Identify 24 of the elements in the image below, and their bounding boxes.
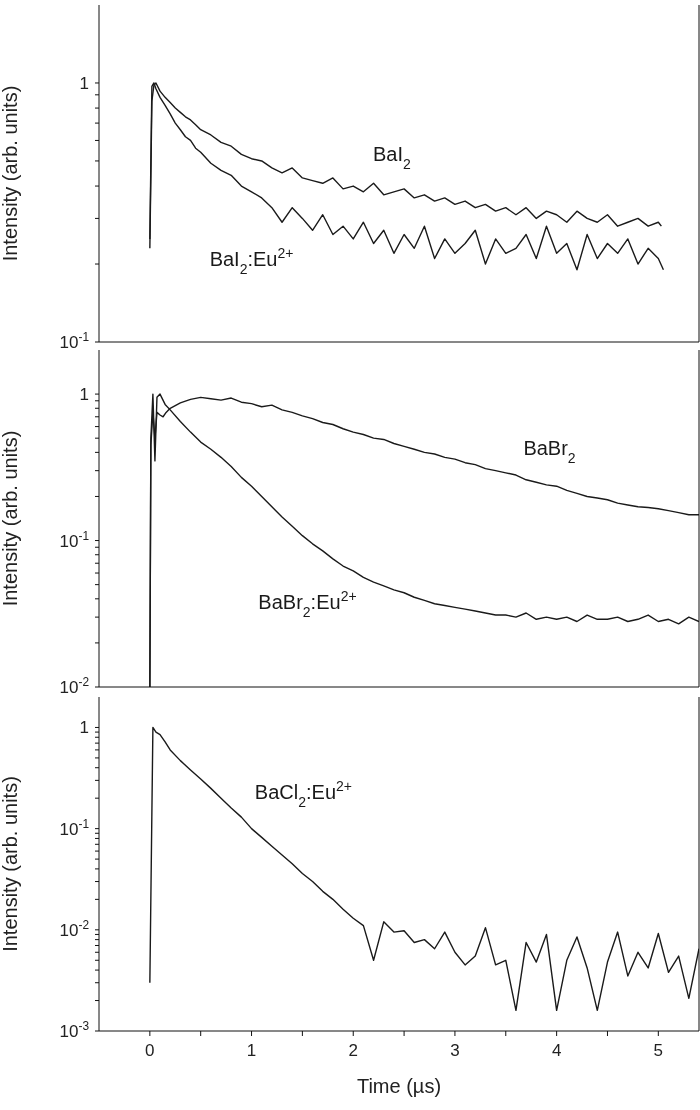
y-tick-label: 1 (79, 73, 89, 93)
series-label: BaCl$_{2}$:Eu$^{2+}$ (254, 778, 352, 811)
y-axis-title: Intensity (arb. units) (0, 85, 22, 262)
y-axis-title: Intensity (arb. units) (0, 776, 22, 952)
x-tick-label: 3 (450, 1041, 460, 1060)
x-tick-label: 1 (246, 1041, 257, 1060)
x-tick-label: 0 (145, 1041, 155, 1060)
x-tick-label: 2 (348, 1041, 358, 1060)
x-axis-title: Time (µs) (356, 1075, 442, 1097)
series-label: BaI$_{2}$:Eu$^{2+}$ (209, 244, 294, 277)
y-axis-title: Intensity (arb. units) (0, 430, 22, 607)
series-label: BaBr$_{2}$:Eu$^{2+}$ (258, 588, 357, 621)
x-tick-label: 5 (653, 1041, 664, 1060)
y-tick-label: 10$^{-1}$ (59, 816, 90, 839)
y-tick-label: 10$^{-1}$ (59, 330, 90, 352)
series-label: BaI$_{2}$ (372, 143, 411, 173)
x-tick-label: 4 (551, 1041, 562, 1060)
y-tick-label: 10$^{-2}$ (59, 917, 90, 940)
y-tick-label: 1 (79, 718, 89, 738)
y-tick-label: 10$^{-2}$ (59, 675, 90, 697)
series-label: BaBr$_{2}$ (523, 436, 576, 466)
y-tick-label: 1 (79, 385, 89, 405)
y-tick-label: 10$^{-1}$ (59, 528, 90, 551)
y-tick-label: 10$^{-3}$ (59, 1019, 90, 1041)
